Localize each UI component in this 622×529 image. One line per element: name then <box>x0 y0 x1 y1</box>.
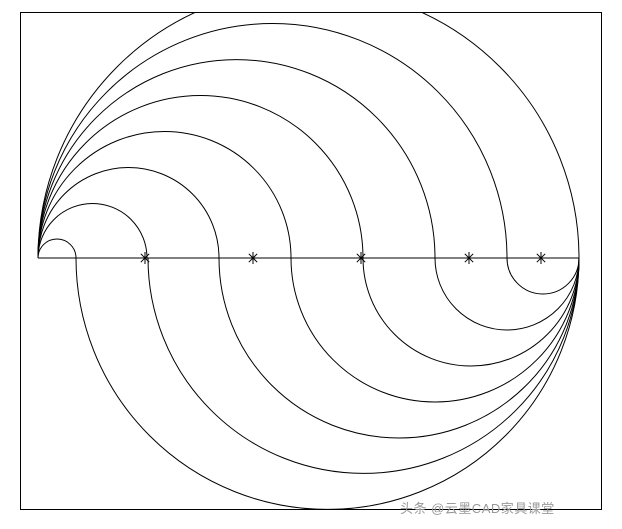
upper-arc-3 <box>38 96 363 259</box>
upper-arc-1 <box>38 23 507 258</box>
semicircle-wave-diagram <box>21 13 603 511</box>
drawing-frame <box>20 12 602 510</box>
center-marker-4 <box>535 252 547 264</box>
lower-arc-2 <box>435 258 579 330</box>
lower-arc-6 <box>148 258 579 473</box>
center-marker-2 <box>355 252 367 264</box>
upper-arc-4 <box>38 132 291 258</box>
center-marker-1 <box>247 252 259 264</box>
lower-arc-4 <box>291 258 579 402</box>
lower-arc-5 <box>219 258 579 438</box>
center-marker-0 <box>139 252 151 264</box>
center-marker-3 <box>463 252 475 264</box>
upper-arc-5 <box>38 168 219 258</box>
upper-arc-6 <box>38 204 147 259</box>
upper-arc-0 <box>38 13 579 258</box>
watermark-text: 头条 @云墨CAD家具课堂 <box>400 498 555 517</box>
upper-arc-7 <box>38 239 76 258</box>
lower-arc-1 <box>507 258 579 294</box>
